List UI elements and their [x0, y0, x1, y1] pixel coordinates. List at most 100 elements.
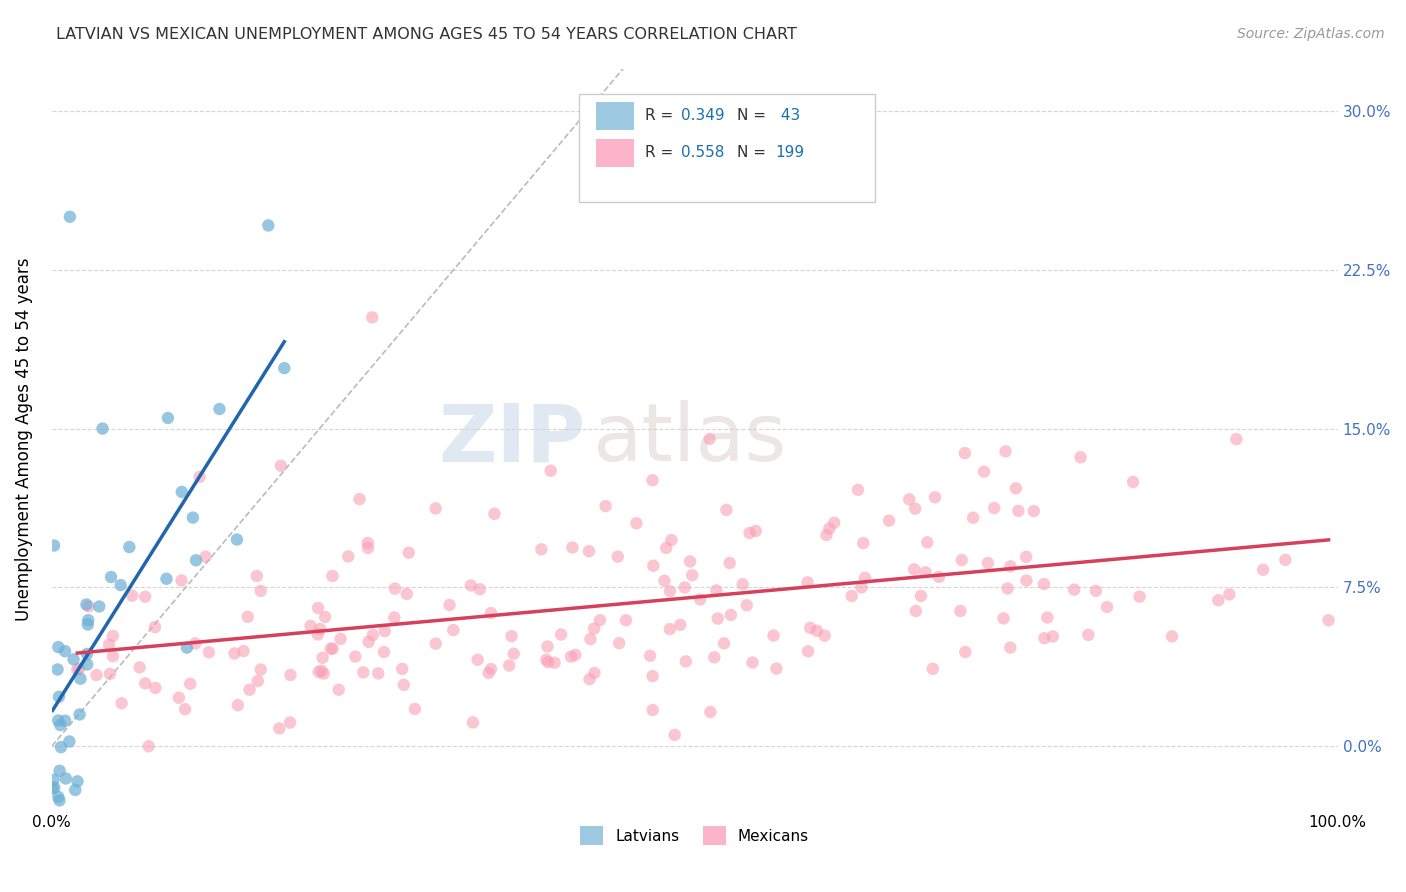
Point [536, 653, 558, 667]
Text: N =: N = [737, 145, 766, 160]
Point [307, 627, 329, 641]
Point [46, 640, 69, 654]
Point [799, 621, 821, 635]
Point [953, 446, 976, 460]
Point [614, 613, 637, 627]
Point [77, 599, 100, 614]
Point [441, 623, 464, 637]
Point [77, 613, 100, 627]
Point [273, 361, 295, 376]
Point [59, 210, 82, 224]
Point [312, 666, 335, 681]
Point [658, 584, 681, 599]
Point [76, 647, 98, 661]
Point [550, 627, 572, 641]
Point [703, 650, 725, 665]
Point [198, 645, 221, 659]
Point [983, 501, 1005, 516]
Point [357, 536, 380, 550]
Point [910, 589, 932, 603]
Point [299, 619, 322, 633]
Point [675, 654, 697, 668]
Point [49, 740, 72, 755]
Legend: Latvians, Mexicans: Latvians, Mexicans [571, 817, 818, 854]
Point [76, 617, 98, 632]
Point [91, 421, 114, 435]
Point [744, 524, 766, 538]
Point [226, 698, 249, 713]
Point [155, 572, 177, 586]
Point [904, 604, 927, 618]
Point [184, 636, 207, 650]
Text: 199: 199 [776, 145, 804, 160]
Point [560, 649, 582, 664]
Point [540, 464, 562, 478]
Point [641, 473, 664, 487]
Point [176, 640, 198, 655]
Point [1317, 613, 1340, 627]
Point [595, 499, 617, 513]
Point [46, 789, 69, 804]
Point [349, 492, 371, 507]
Point [658, 622, 681, 636]
Point [188, 470, 211, 484]
Point [993, 611, 1015, 625]
Point [314, 610, 336, 624]
Point [823, 516, 845, 530]
Point [404, 702, 426, 716]
Point [392, 678, 415, 692]
Point [852, 536, 875, 550]
Point [249, 583, 271, 598]
Point [704, 583, 727, 598]
Point [814, 629, 837, 643]
Point [321, 569, 343, 583]
Point [713, 636, 735, 650]
FancyBboxPatch shape [596, 139, 634, 167]
Point [765, 662, 787, 676]
Point [270, 458, 292, 473]
Point [65, 783, 87, 797]
Point [76, 657, 98, 672]
Point [257, 219, 280, 233]
Point [226, 533, 249, 547]
Point [1225, 432, 1247, 446]
Point [66, 663, 89, 677]
Point [606, 549, 628, 564]
Point [1161, 629, 1184, 643]
Point [53, 644, 76, 658]
Point [543, 656, 565, 670]
Point [564, 648, 586, 662]
Point [121, 589, 143, 603]
Point [53, 714, 76, 728]
Point [101, 629, 124, 643]
Point [49, 718, 72, 732]
Point [1033, 631, 1056, 645]
Point [308, 665, 330, 679]
Point [246, 569, 269, 583]
Point [329, 632, 352, 646]
Point [1000, 640, 1022, 655]
Point [731, 577, 754, 591]
Point [1015, 574, 1038, 588]
Point [44, 780, 66, 795]
Point [134, 676, 156, 690]
Point [1095, 600, 1118, 615]
Point [679, 554, 702, 568]
Point [170, 484, 193, 499]
Text: 0.349: 0.349 [681, 108, 724, 123]
Point [425, 637, 447, 651]
Point [654, 574, 676, 588]
Point [578, 672, 600, 686]
Point [174, 702, 197, 716]
Point [224, 647, 246, 661]
Point [914, 566, 936, 580]
Point [110, 578, 132, 592]
Point [949, 604, 972, 618]
Point [46, 663, 69, 677]
Point [626, 516, 648, 531]
Point [1208, 593, 1230, 607]
FancyBboxPatch shape [596, 102, 634, 130]
Point [1218, 587, 1240, 601]
Point [720, 607, 742, 622]
Point [806, 624, 828, 638]
